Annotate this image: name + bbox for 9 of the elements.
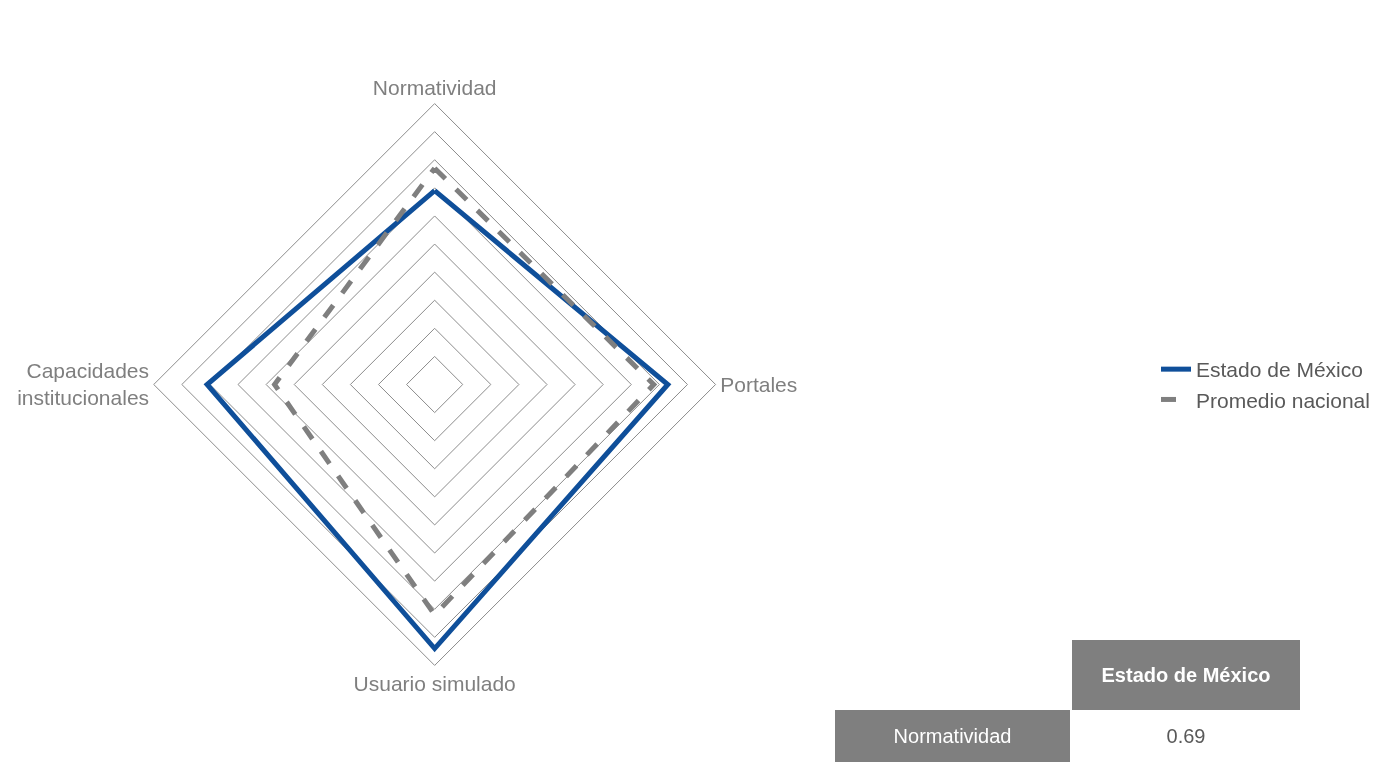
- spoke-label: Capacidades institucionales: [17, 359, 150, 410]
- text: Normatividad: [835, 710, 1070, 762]
- spoke-label: Normatividad: [372, 75, 497, 99]
- text: 0.69: [1072, 710, 1300, 762]
- spoke-label: Usuario simulado: [353, 672, 516, 696]
- legend-label: Promedio nacional: [1196, 388, 1370, 412]
- legend-label: Estado de México: [1196, 358, 1363, 382]
- text: Estado de México: [1072, 640, 1300, 710]
- spoke-label: Portales: [720, 372, 798, 396]
